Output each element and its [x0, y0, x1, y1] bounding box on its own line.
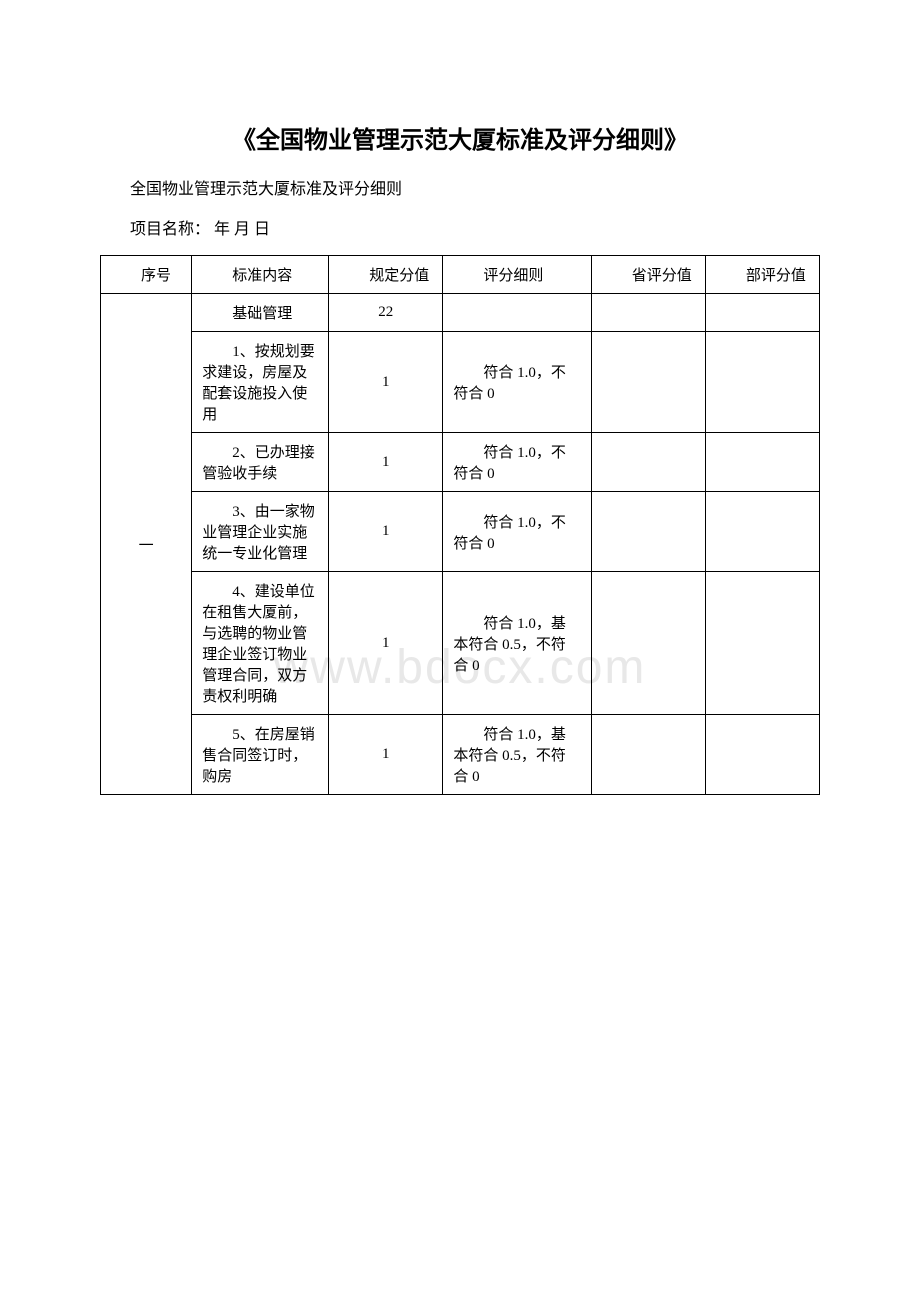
cell-prov	[591, 492, 705, 572]
cell-score: 1	[329, 433, 443, 492]
table-row: 4、建设单位在租售大厦前，与选聘的物业管理企业签订物业管理合同，双方责权利明确 …	[101, 572, 820, 715]
cell-score: 22	[329, 294, 443, 332]
cell-dept	[705, 715, 819, 795]
cell-rule: 符合 1.0，基本符合 0.5，不符合 0	[443, 715, 591, 795]
header-seq: 序号	[101, 256, 192, 294]
table-row: 一 基础管理 22	[101, 294, 820, 332]
cell-content: 3、由一家物业管理企业实施统一专业化管理	[192, 492, 329, 572]
header-rule: 评分细则	[443, 256, 591, 294]
scoring-table: 序号 标准内容 规定分值 评分细则 省评分值 部评分值 一 基础管理 22 1、…	[100, 255, 820, 795]
section-number: 一	[101, 294, 192, 795]
cell-rule: 符合 1.0，基本符合 0.5，不符合 0	[443, 572, 591, 715]
table-row: 3、由一家物业管理企业实施统一专业化管理 1 符合 1.0，不符合 0	[101, 492, 820, 572]
cell-content: 1、按规划要求建设，房屋及配套设施投入使用	[192, 332, 329, 433]
document-subtitle: 全国物业管理示范大厦标准及评分细则	[100, 175, 820, 199]
cell-score: 1	[329, 332, 443, 433]
header-prov: 省评分值	[591, 256, 705, 294]
document-meta: 项目名称： 年 月 日	[100, 215, 820, 239]
cell-rule: 符合 1.0，不符合 0	[443, 433, 591, 492]
cell-prov	[591, 715, 705, 795]
cell-dept	[705, 332, 819, 433]
table-header-row: 序号 标准内容 规定分值 评分细则 省评分值 部评分值	[101, 256, 820, 294]
cell-dept	[705, 572, 819, 715]
header-content: 标准内容	[192, 256, 329, 294]
cell-dept	[705, 433, 819, 492]
cell-prov	[591, 332, 705, 433]
cell-rule: 符合 1.0，不符合 0	[443, 332, 591, 433]
header-score: 规定分值	[329, 256, 443, 294]
cell-score: 1	[329, 572, 443, 715]
table-row: 5、在房屋销售合同签订时，购房 1 符合 1.0，基本符合 0.5，不符合 0	[101, 715, 820, 795]
header-dept: 部评分值	[705, 256, 819, 294]
cell-content: 5、在房屋销售合同签订时，购房	[192, 715, 329, 795]
cell-score: 1	[329, 492, 443, 572]
cell-prov	[591, 294, 705, 332]
cell-dept	[705, 492, 819, 572]
cell-prov	[591, 572, 705, 715]
cell-rule: 符合 1.0，不符合 0	[443, 492, 591, 572]
cell-dept	[705, 294, 819, 332]
cell-prov	[591, 433, 705, 492]
cell-content: 4、建设单位在租售大厦前，与选聘的物业管理企业签订物业管理合同，双方责权利明确	[192, 572, 329, 715]
table-row: 1、按规划要求建设，房屋及配套设施投入使用 1 符合 1.0，不符合 0	[101, 332, 820, 433]
document-title: 《全国物业管理示范大厦标准及评分细则》	[100, 120, 820, 155]
cell-content: 基础管理	[192, 294, 329, 332]
cell-rule	[443, 294, 591, 332]
cell-score: 1	[329, 715, 443, 795]
cell-content: 2、已办理接管验收手续	[192, 433, 329, 492]
table-row: 2、已办理接管验收手续 1 符合 1.0，不符合 0	[101, 433, 820, 492]
